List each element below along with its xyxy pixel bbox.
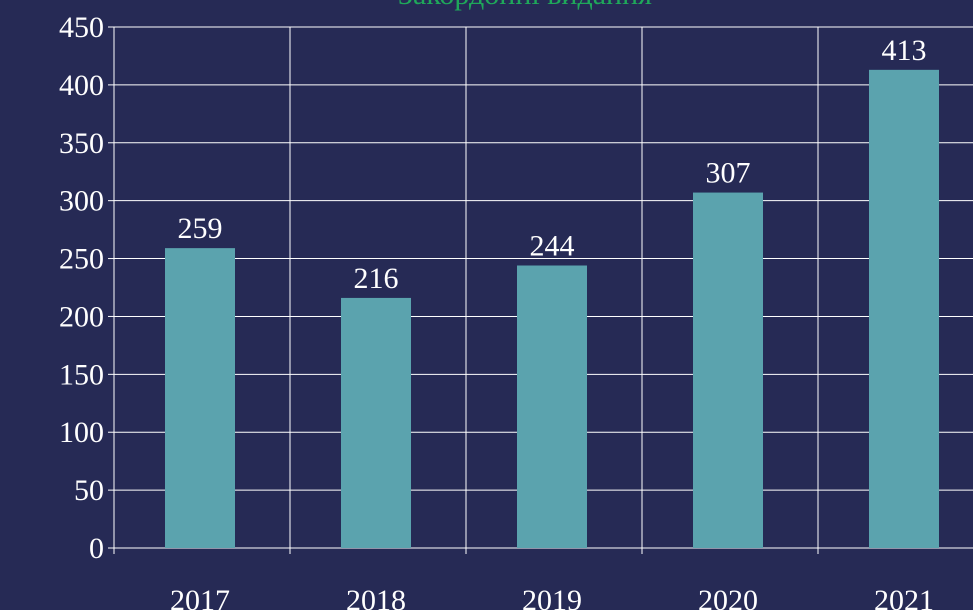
data-label: 307 [706,157,751,190]
y-tick-label: 100 [59,416,104,449]
data-label: 216 [354,262,399,295]
x-tick-label: 2019 [522,584,582,610]
y-tick-label: 250 [59,243,104,276]
y-tick-label: 450 [59,11,104,44]
x-tick-label: 2017 [170,584,230,610]
y-tick-label: 0 [89,532,104,565]
x-tick-label: 2021 [874,584,934,610]
y-tick-label: 200 [59,300,104,333]
data-label: 259 [178,212,223,245]
bar [165,248,235,548]
chart-title: Закордонні видання [398,0,652,11]
bar [693,192,763,548]
x-tick-label: 2018 [346,584,406,610]
y-tick-label: 50 [74,474,104,507]
y-tick-label: 400 [59,69,104,102]
data-label: 413 [882,34,927,67]
x-tick-label: 2020 [698,584,758,610]
data-label: 244 [530,230,575,263]
bar [869,69,939,549]
y-tick-label: 300 [59,185,104,218]
y-tick-label: 350 [59,127,104,160]
bar [517,265,587,548]
bar [341,297,411,548]
y-tick-label: 150 [59,358,104,391]
